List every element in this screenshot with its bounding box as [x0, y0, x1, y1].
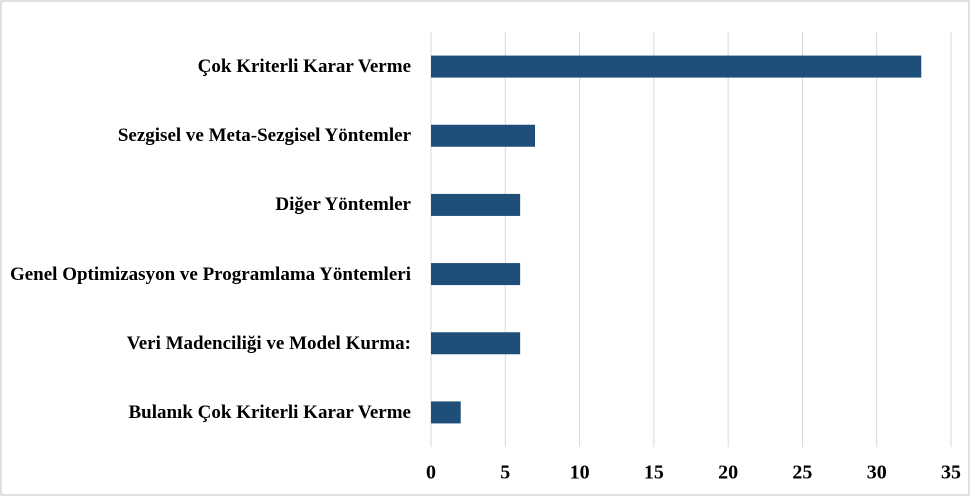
- category-label-box: Genel Optimizasyon ve Programlama Yöntem…: [6, 244, 411, 304]
- y-tick-label: Genel Optimizasyon ve Programlama Yöntem…: [9, 263, 411, 285]
- x-tick-label: 15: [644, 462, 664, 484]
- y-tick-label: Sezgisel ve Meta-Sezgisel Yöntemler: [117, 125, 411, 147]
- bar: [431, 55, 922, 78]
- y-tick-label: Diğer Yöntemler: [275, 194, 411, 216]
- x-tick-label: 30: [867, 462, 887, 484]
- y-tick-label: Çok Kriterli Karar Verme: [197, 56, 411, 78]
- x-tick-label: 20: [718, 462, 738, 484]
- x-tick-label: 0: [426, 462, 436, 484]
- bar: [431, 401, 461, 424]
- category-label-box: Çok Kriterli Karar Verme: [6, 37, 411, 97]
- category-label-box: Sezgisel ve Meta-Sezgisel Yöntemler: [6, 106, 411, 166]
- bar: [431, 263, 521, 286]
- y-tick-label: Bulanık Çok Kriterli Karar Verme: [128, 401, 411, 423]
- x-tick-label: 25: [792, 462, 812, 484]
- category-label-box: Veri Madenciliği ve Model Kurma:: [6, 313, 411, 373]
- y-tick-label: Veri Madenciliği ve Model Kurma:: [126, 332, 411, 354]
- x-tick-label: 5: [500, 462, 510, 484]
- bar: [431, 332, 521, 355]
- x-tick-label: 10: [570, 462, 590, 484]
- bar: [431, 124, 535, 147]
- category-label-box: Bulanık Çok Kriterli Karar Verme: [6, 382, 411, 442]
- category-label-box: Diğer Yöntemler: [6, 175, 411, 235]
- x-tick-label: 35: [941, 462, 961, 484]
- bar: [431, 193, 521, 216]
